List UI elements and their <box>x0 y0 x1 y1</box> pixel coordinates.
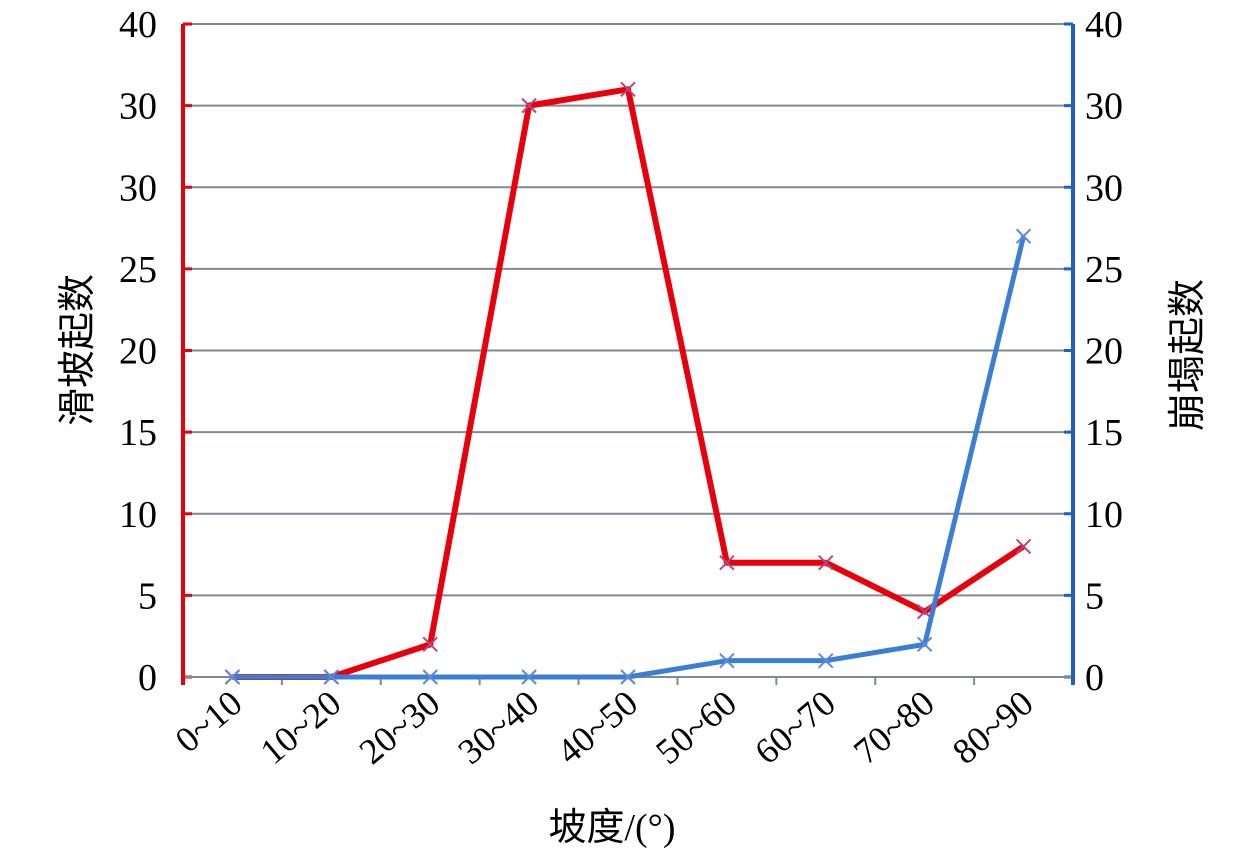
x-tick-label: 0~10 <box>168 682 250 760</box>
y-tick-label-left: 5 <box>138 575 157 617</box>
x-tick-label: 40~50 <box>549 682 645 771</box>
data-point-marker <box>818 555 834 571</box>
x-tick-label: 80~90 <box>945 682 1041 771</box>
y-tick-label-left: 15 <box>119 412 157 454</box>
x-tick-label: 30~40 <box>450 682 546 771</box>
series-group <box>224 81 1032 685</box>
data-point-marker <box>422 636 438 653</box>
y-tick-label-left: 20 <box>119 331 157 373</box>
data-point-marker <box>916 636 933 653</box>
y-tick-label-right: 5 <box>1085 575 1104 617</box>
y-tick-label-right: 20 <box>1085 331 1123 373</box>
y-tick-label-left: 25 <box>119 249 157 291</box>
data-point-marker <box>719 652 735 669</box>
y-tick-label-right: 15 <box>1085 412 1123 454</box>
y-tick-label-right: 25 <box>1085 249 1123 291</box>
tick-labels: 0 0 5 5 10 10 15 15 20 20 25 25 30 30 30 30 40 40 0~10 10~2… <box>119 4 1123 772</box>
y-tick-label-right: 40 <box>1085 4 1123 46</box>
data-point-marker <box>521 669 537 685</box>
y-tick-label-left: 10 <box>119 494 157 536</box>
y-tick-label-left: 30 <box>119 86 157 128</box>
data-point-marker <box>818 652 834 669</box>
data-point-marker <box>422 669 438 685</box>
gridlines <box>183 23 1073 597</box>
y-tick-label-left: 40 <box>119 4 157 46</box>
y-tick-label-right: 30 <box>1085 167 1123 209</box>
y-tick-label-right: 0 <box>1085 657 1104 699</box>
y-tick-label-left: 30 <box>119 167 157 209</box>
x-axis-title: 坡度/(°) <box>548 807 675 849</box>
data-point-marker <box>1015 228 1032 244</box>
y-tick-label-right: 10 <box>1085 494 1123 536</box>
y-axis-title-left: 滑坡起数 <box>57 274 99 426</box>
data-point-marker <box>323 669 340 685</box>
x-tick-label: 20~30 <box>352 682 448 771</box>
x-tick-label: 10~20 <box>253 682 349 771</box>
data-point-marker <box>620 81 636 98</box>
series-line-right <box>232 235 1026 680</box>
x-tick-label: 50~60 <box>648 682 744 771</box>
data-point-marker <box>620 669 636 685</box>
x-tick-label: 70~80 <box>846 682 942 771</box>
y-axis-title-right: 崩塌起数 <box>1167 279 1209 431</box>
y-tick-label-left: 0 <box>138 657 157 699</box>
y-tick-label-right: 30 <box>1085 86 1123 128</box>
data-point-marker <box>521 97 537 114</box>
data-point-marker <box>1015 538 1032 555</box>
data-point-marker <box>719 555 735 571</box>
data-point-marker <box>224 669 241 685</box>
series-line-left <box>232 86 1026 680</box>
x-tick-label: 60~70 <box>747 682 843 771</box>
